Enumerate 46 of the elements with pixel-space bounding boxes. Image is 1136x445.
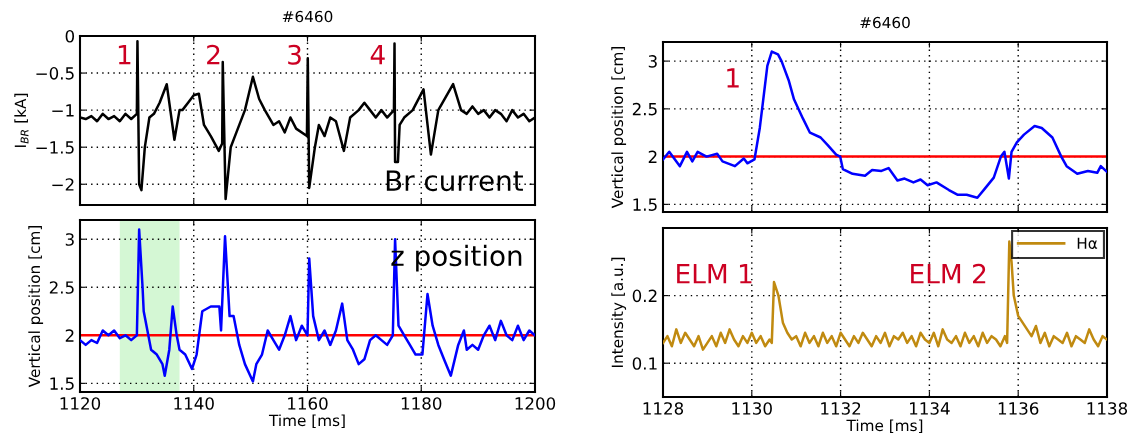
x-axis-title: Time [ms] — [846, 419, 923, 433]
annotation: 2 — [207, 44, 220, 65]
annotation: 1 — [727, 68, 739, 88]
y-tick-label: −0.5 — [36, 67, 74, 80]
x-tick-label: 1200 — [515, 397, 556, 410]
y-tick-label: −2 — [52, 178, 74, 191]
y-axis-title: I$_{BR}$ [kA] — [14, 93, 29, 147]
y-tick-label: 3 — [65, 233, 74, 246]
annotation: 1 — [118, 45, 131, 65]
chart-title: #6460 — [860, 16, 910, 29]
y-tick-label: 2 — [65, 329, 74, 342]
x-tick-label: 1160 — [288, 397, 328, 410]
chart-title: #6460 — [282, 10, 333, 23]
x-tick-label: 1130 — [732, 402, 772, 415]
annotation: 3 — [288, 44, 301, 65]
x-tick-label: 1134 — [910, 402, 950, 415]
y-tick-label: 2.5 — [632, 102, 657, 116]
annotation: Br current — [386, 170, 523, 192]
x-tick-label: 1120 — [60, 397, 101, 410]
y-tick-label: 1.5 — [633, 198, 657, 211]
line-series — [80, 39, 535, 201]
y-tick-label: 0.2 — [632, 289, 657, 303]
y-tick-label: −1.5 — [36, 141, 74, 154]
x-tick-label: 1138 — [1087, 402, 1128, 415]
x-axis-title: Time [ms] — [268, 414, 345, 428]
y-tick-label: −1 — [52, 104, 74, 117]
legend-label: Hα — [1077, 237, 1098, 249]
x-tick-label: 1136 — [998, 402, 1039, 415]
x-tick-label: 1140 — [174, 397, 214, 410]
annotation: ELM 1 — [677, 264, 752, 284]
line-series — [663, 50, 1107, 199]
y-tick-label: 1.5 — [50, 377, 74, 390]
y-tick-label: 0.1 — [632, 357, 657, 370]
y-axis-title: Vertical position [cm] — [28, 226, 44, 388]
annotation: ELM 2 — [911, 263, 986, 284]
x-tick-label: 1132 — [821, 402, 861, 415]
y-tick-label: 2 — [648, 150, 657, 163]
y-axis-title: Vertical position [cm] — [611, 47, 627, 209]
y-tick-label: 3 — [648, 55, 657, 68]
x-tick-label: 1128 — [643, 402, 684, 415]
y-tick-label: 2.5 — [49, 281, 74, 294]
x-tick-label: 1180 — [401, 397, 442, 410]
line-series — [80, 228, 535, 383]
annotation: 4 — [370, 45, 385, 65]
y-axis-title: Intensity [a.u.] — [611, 257, 627, 368]
y-tick-label: 0 — [65, 29, 75, 43]
